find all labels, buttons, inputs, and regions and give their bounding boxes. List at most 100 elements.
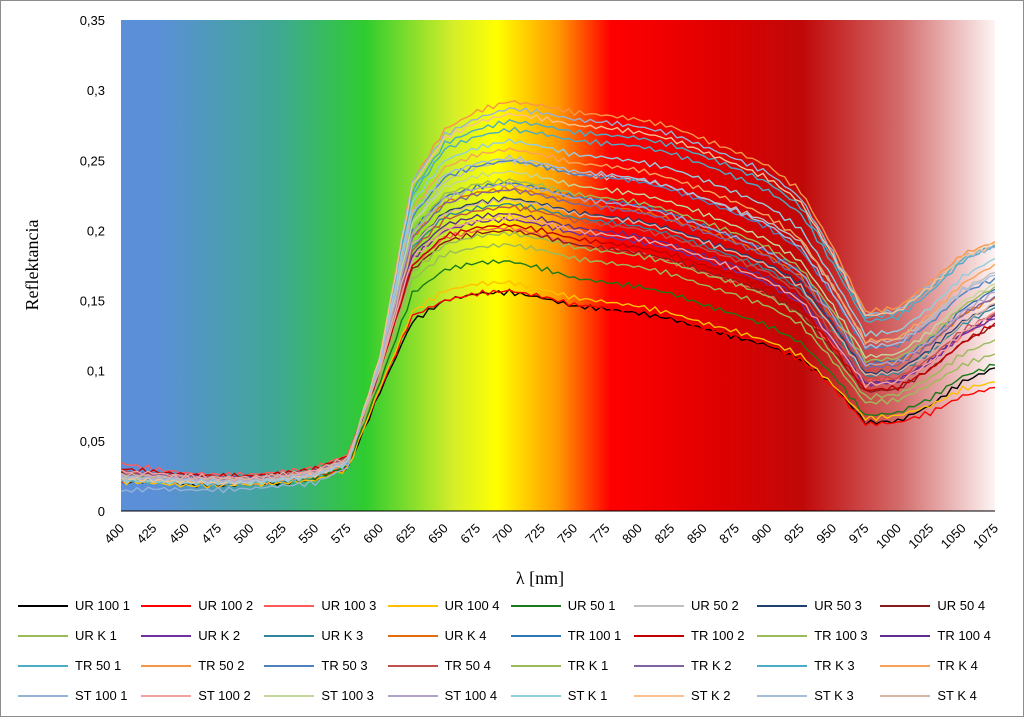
legend-label: UR 50 2 xyxy=(691,598,739,613)
spectrum-background xyxy=(121,20,995,511)
x-tick-label: 450 xyxy=(166,521,192,547)
legend-item: TR 50 3 xyxy=(264,658,368,674)
x-tick-label: 950 xyxy=(813,521,839,547)
legend-item: UR 100 4 xyxy=(387,598,500,614)
legend-label: TR K 3 xyxy=(814,658,855,673)
legend-item: ST K 4 xyxy=(880,688,977,704)
y-tick-label: 0,25 xyxy=(80,153,105,168)
x-tick-label: 625 xyxy=(393,521,419,547)
legend-swatch xyxy=(510,604,561,607)
x-tick-label: 425 xyxy=(134,521,160,547)
legend-label: ST K 1 xyxy=(567,688,608,703)
legend-label: ST K 2 xyxy=(691,688,731,703)
legend-swatch xyxy=(634,634,684,637)
legend-item: TR K 2 xyxy=(634,658,731,674)
legend-label: TR 100 4 xyxy=(937,628,991,643)
series-line xyxy=(121,107,995,494)
legend-label: TR K 2 xyxy=(691,658,732,673)
series-line xyxy=(121,198,995,481)
legend-item: TR K 4 xyxy=(880,658,978,674)
legend-swatch xyxy=(387,664,438,667)
legend-label: UR K 2 xyxy=(198,628,241,643)
legend-swatch xyxy=(387,694,438,697)
series-layer xyxy=(121,100,995,494)
legend-item: UR 50 3 xyxy=(757,598,862,614)
x-tick-label: 700 xyxy=(490,521,516,547)
legend-swatch xyxy=(510,694,561,697)
y-tick-labels: 0 0,05 0,1 0,15 0,2 0,25 0,3 0,35 xyxy=(80,13,105,519)
legend-label: UR 50 1 xyxy=(567,598,616,613)
legend-item: UR 100 1 xyxy=(18,598,130,614)
y-tick-label: 0,2 xyxy=(87,223,105,238)
x-tick-label: 800 xyxy=(619,521,645,547)
legend-item: ST 100 3 xyxy=(264,688,374,704)
legend-item: UR 100 3 xyxy=(264,598,376,614)
legend-item: TR 50 2 xyxy=(141,658,244,674)
legend-item: UR 100 2 xyxy=(141,598,253,614)
x-tick-label: 1075 xyxy=(970,521,1001,552)
legend-swatch xyxy=(757,634,808,637)
x-tick-label: 925 xyxy=(781,521,807,547)
x-tick-label: 575 xyxy=(328,521,354,547)
legend-label: UR K 3 xyxy=(321,628,364,643)
legend-label: ST K 3 xyxy=(814,688,854,703)
legend-item: UR K 4 xyxy=(387,628,487,644)
legend-label: ST 100 2 xyxy=(198,688,251,703)
legend-item: ST K 3 xyxy=(757,688,854,704)
x-tick-label: 975 xyxy=(846,521,872,547)
x-tick-label: 500 xyxy=(231,521,257,547)
legend-swatch xyxy=(880,634,931,637)
x-tick-labels: 400 425 450 475 500 525 550 575 600 625 650 675 700 7… xyxy=(101,521,1001,552)
legend-label: TR 50 4 xyxy=(444,658,491,673)
legend-item: TR K 1 xyxy=(510,658,608,674)
legend-label: TR 50 3 xyxy=(321,658,368,673)
legend-swatch xyxy=(757,694,808,697)
legend-label: ST 100 1 xyxy=(75,688,128,703)
y-tick-label: 0,1 xyxy=(87,364,105,379)
x-tick-label: 725 xyxy=(522,521,548,547)
legend-swatch xyxy=(264,604,315,607)
legend-swatch xyxy=(880,604,931,607)
x-tick-label: 750 xyxy=(554,521,580,547)
legend-item: TR 50 1 xyxy=(18,658,121,674)
legend-swatch xyxy=(510,634,561,637)
legend-label: UR 100 4 xyxy=(444,598,500,613)
x-tick-label: 400 xyxy=(101,521,127,547)
x-tick-label: 875 xyxy=(716,521,742,547)
legend-item: UR 50 2 xyxy=(634,598,739,614)
legend-label: UR K 4 xyxy=(444,628,487,643)
legend-swatch xyxy=(880,694,931,697)
y-tick-label: 0,35 xyxy=(80,13,105,28)
legend-label: UR 100 3 xyxy=(321,598,377,613)
legend-swatch xyxy=(264,694,315,697)
y-tick-label: 0,15 xyxy=(80,294,105,309)
legend-swatch xyxy=(757,664,808,667)
legend-label: ST 100 3 xyxy=(321,688,374,703)
legend-item: UR K 1 xyxy=(18,628,117,644)
legend-swatch xyxy=(510,664,561,667)
legend-item: ST 100 2 xyxy=(141,688,251,704)
legend-swatch xyxy=(634,694,684,697)
legend-swatch xyxy=(880,664,931,667)
y-axis-title: Reflektancia xyxy=(22,220,42,311)
legend-label: TR K 4 xyxy=(937,658,978,673)
x-tick-label: 600 xyxy=(360,521,386,547)
series-line xyxy=(121,188,995,482)
legend-label: TR 100 2 xyxy=(691,628,745,643)
legend-item: ST K 2 xyxy=(634,688,731,704)
x-axis-title: λ [nm] xyxy=(516,568,564,588)
legend-swatch xyxy=(18,634,68,637)
legend-item: UR K 2 xyxy=(141,628,240,644)
legend-item: TR 100 3 xyxy=(757,628,868,644)
series-line xyxy=(121,154,995,485)
legend-swatch xyxy=(141,694,192,697)
x-tick-label: 1025 xyxy=(905,521,936,552)
legend-swatch xyxy=(634,664,684,667)
legend-swatch xyxy=(264,664,315,667)
x-tick-label: 525 xyxy=(263,521,289,547)
legend-swatch xyxy=(141,634,192,637)
legend-swatch xyxy=(264,634,315,637)
x-tick-label: 550 xyxy=(295,521,321,547)
legend-label: UR 50 4 xyxy=(937,598,986,613)
legend-item: TR K 3 xyxy=(757,658,855,674)
